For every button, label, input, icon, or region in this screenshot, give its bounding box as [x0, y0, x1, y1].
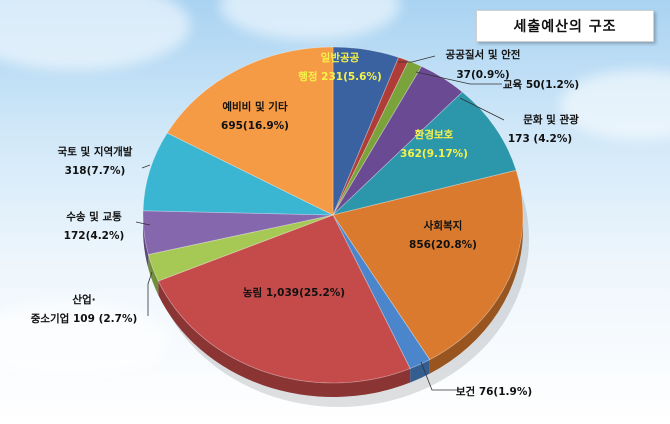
pie-slice-6 [332, 214, 431, 370]
slice-label-7-0: 농림 1,039(25.2%) [243, 287, 345, 299]
pie-side-5 [429, 215, 523, 374]
pie-slice-9 [142, 210, 334, 255]
pie-slice-2 [332, 60, 423, 216]
slice-label-6-0: 보건 76(1.9%) [456, 385, 532, 398]
slice-label-5-1: 856(20.8%) [409, 239, 477, 251]
slice-label-9-1: 172(4.2%) [64, 230, 125, 242]
slice-label-5-0: 사회복지 [424, 219, 463, 232]
slice-label-8-1: 중소기업 109 (2.7%) [31, 312, 138, 325]
pie-slice-1 [332, 56, 410, 216]
slice-value-label-1: 37(0.9%) [456, 69, 509, 81]
pie-slice-10 [142, 132, 334, 216]
slice-label-10-1: 318(7.7%) [65, 165, 126, 177]
leader-line-6 [420, 361, 458, 391]
pie-side-8 [148, 254, 159, 295]
slice-label-1-0: 공공질서 및 안전 [446, 48, 521, 61]
slice-label-11-1: 695(16.9%) [221, 120, 289, 132]
pie-slice-7 [157, 214, 411, 384]
pie-slice-8 [147, 214, 334, 282]
slice-label-4-0: 환경보호 [415, 128, 454, 141]
leader-line-1 [398, 55, 436, 63]
pie-side-7 [158, 280, 411, 397]
pie-slice-4 [331, 91, 517, 216]
pie-slice-0 [332, 46, 400, 216]
pie-side-9 [143, 215, 149, 269]
slice-label-8-0: 산업· [72, 293, 95, 306]
leader-line-3 [459, 97, 505, 121]
leader-line-2 [415, 71, 502, 85]
slice-label-9-0: 수송 및 교통 [66, 211, 122, 223]
slice-label-0-0: 일반공공 [321, 51, 360, 64]
pie-slice-5 [332, 169, 524, 361]
slice-label-11-0: 예비비 및 기타 [222, 100, 288, 113]
leader-line-9 [135, 221, 151, 226]
slice-label-3-0: 문화 및 관광 [523, 113, 579, 126]
pie-side-6 [410, 359, 430, 383]
slice-value-label-3: 173 (4.2%) [508, 133, 572, 145]
leader-line-8 [147, 271, 153, 316]
slice-label-4-1: 362(9.17%) [400, 148, 468, 160]
leader-line-10 [141, 164, 151, 169]
chart-title: 세출예산의 구조 [476, 10, 654, 42]
slice-label-0-1: 행정 231(5.6%) [298, 70, 382, 83]
pie-slice-11 [166, 46, 334, 216]
slice-label-2-0: 교육 50(1.2%) [503, 79, 579, 91]
slice-label-10-0: 국토 및 지역개발 [58, 145, 133, 158]
